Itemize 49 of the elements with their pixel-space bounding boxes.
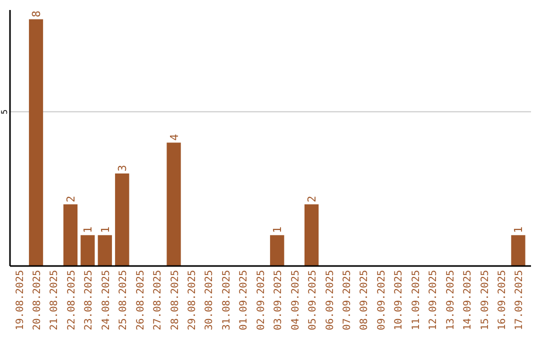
x-tick-label: 14.09.2025 xyxy=(462,270,474,330)
x-tick-label: 12.09.2025 xyxy=(428,270,440,330)
x-tick-label: 23.08.2025 xyxy=(84,270,95,330)
x-tick-label: 05.09.2025 xyxy=(308,270,319,330)
data-label: 1 xyxy=(98,226,112,234)
x-tick-label: 03.09.2025 xyxy=(273,270,284,330)
bar xyxy=(28,19,44,266)
x-tick-label: 28.08.2025 xyxy=(170,270,181,330)
x-tick-label: 27.08.2025 xyxy=(152,270,164,330)
x-tick-label: 29.08.2025 xyxy=(187,270,198,330)
bar xyxy=(98,235,112,266)
x-tick-label: 21.08.2025 xyxy=(49,270,60,330)
x-tick-label: 30.08.2025 xyxy=(204,270,216,330)
x-tick-label: 10.09.2025 xyxy=(394,270,405,330)
bar xyxy=(270,235,284,266)
x-tick-label: 07.09.2025 xyxy=(342,270,353,330)
x-tick-label: 09.09.2025 xyxy=(376,270,388,330)
x-tick-label: 16.09.2025 xyxy=(496,270,508,330)
x-tick-label: 13.09.2025 xyxy=(445,270,456,330)
x-tick-label: 06.09.2025 xyxy=(324,270,336,330)
bar xyxy=(80,235,95,266)
bar xyxy=(511,235,526,266)
bar xyxy=(304,204,319,266)
x-tick-label: 20.08.2025 xyxy=(32,270,44,330)
data-label: 1 xyxy=(82,226,95,234)
x-tick-label: 22.08.2025 xyxy=(66,270,78,330)
x-tick-label: 24.08.2025 xyxy=(100,270,112,330)
data-label: 2 xyxy=(306,196,319,202)
x-tick-label: 02.09.2025 xyxy=(256,270,267,330)
x-tick-label: 01.09.2025 xyxy=(238,270,250,330)
bar xyxy=(115,173,130,266)
data-label: 2 xyxy=(64,196,78,202)
x-tick-label: 04.09.2025 xyxy=(290,270,302,330)
bar xyxy=(63,204,78,266)
data-label: 4 xyxy=(168,134,181,141)
data-label: 3 xyxy=(116,164,130,172)
x-tick-label: 17.09.2025 xyxy=(514,270,526,330)
x-tick-label: 08.09.2025 xyxy=(359,270,370,330)
x-tick-label: 11.09.2025 xyxy=(410,270,422,330)
data-label: 1 xyxy=(512,226,526,234)
data-label: 8 xyxy=(30,10,44,18)
x-tick-label: 25.08.2025 xyxy=(118,270,130,330)
y-tick-label: 5 xyxy=(0,109,9,114)
x-tick-label: 15.09.2025 xyxy=(480,270,491,330)
bar xyxy=(166,142,181,266)
data-label: 1 xyxy=(271,226,284,234)
x-tick-label: 19.08.2025 xyxy=(14,270,26,330)
x-tick-label: 26.08.2025 xyxy=(135,270,146,330)
x-tick-label: 31.08.2025 xyxy=(221,270,232,330)
